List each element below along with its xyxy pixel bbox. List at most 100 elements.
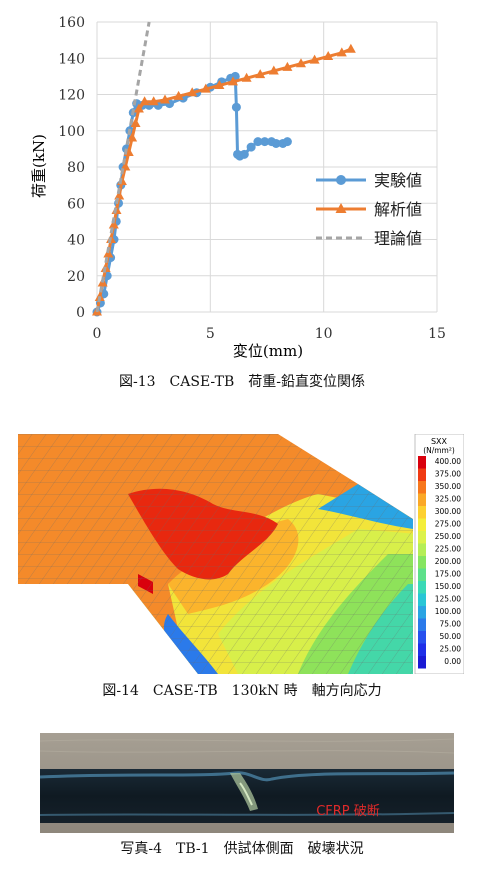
legend-label: 理論値: [374, 229, 422, 248]
legend-color-swatch: [418, 518, 426, 531]
data-point: [200, 83, 211, 93]
y-tick-label: 0: [76, 305, 85, 321]
y-axis-label: 荷重(kN): [30, 134, 48, 198]
legend-level-label: 125.00: [435, 595, 461, 604]
data-point: [173, 90, 184, 100]
legend-color-swatch: [418, 493, 426, 506]
legend-label: 実験値: [374, 171, 422, 190]
legend-level-label: 325.00: [435, 495, 461, 504]
data-point: [114, 190, 125, 200]
data-point: [139, 96, 150, 106]
data-point: [214, 79, 225, 89]
data-point: [282, 137, 292, 147]
legend-level-label: 300.00: [435, 507, 461, 516]
y-tick-label: 100: [58, 124, 85, 140]
data-point: [268, 65, 279, 75]
data-point: [160, 94, 170, 104]
data-point: [309, 54, 320, 64]
y-tick-label: 120: [58, 88, 85, 104]
x-tick-label: 15: [428, 326, 446, 342]
legend-level-label: 100.00: [435, 607, 461, 616]
photo-4-caption: 写真-4 TB-1 供試体側面 破壊状況: [120, 841, 364, 857]
data-point: [336, 47, 347, 57]
legend-level-label: 250.00: [435, 532, 461, 541]
figure-13-caption: 図-13 CASE-TB 荷重-鉛直変位関係: [118, 374, 366, 390]
legend-color-swatch: [418, 643, 426, 656]
legend-color-swatch: [418, 506, 426, 519]
legend-color-swatch: [418, 618, 426, 631]
data-point: [127, 132, 138, 142]
legend-color-swatch: [418, 656, 426, 669]
data-point: [282, 61, 293, 71]
cfrp-rupture-label: CFRP 破断: [316, 804, 380, 819]
legend-color-swatch: [418, 606, 426, 619]
data-point: [345, 43, 356, 53]
legend-level-label: 275.00: [435, 520, 461, 529]
data-point: [120, 161, 131, 171]
data-point: [148, 96, 159, 106]
stress-legend: SXX (N/mm²) 400.00 375.00 350.00 325.00 300.…: [414, 434, 464, 674]
chart-tick-labels: 0 20 40 60 80 100 120 140 160 0 5 10 15: [58, 15, 446, 342]
data-point: [323, 50, 334, 60]
legend-level-label: 225.00: [435, 545, 461, 554]
legend-level-label: 150.00: [435, 582, 461, 591]
fem-model: [18, 434, 413, 674]
legend-level-label: 200.00: [435, 557, 461, 566]
chart-series-layer: [92, 21, 356, 317]
y-tick-label: 40: [67, 233, 85, 249]
data-point: [260, 137, 270, 147]
legend-title: SXX: [431, 437, 448, 446]
data-point: [228, 76, 238, 86]
legend-unit: (N/mm²): [423, 446, 455, 455]
series-line: [95, 21, 151, 313]
legend-level-label: 0.00: [444, 657, 461, 666]
stress-contour-figure: SXX (N/mm²) 400.00 375.00 350.00 325.00 300.…: [18, 434, 464, 674]
legend-label: 解析値: [374, 200, 422, 219]
legend-color-swatch: [418, 581, 426, 594]
x-tick-label: 5: [206, 326, 215, 342]
data-point: [296, 58, 306, 68]
data-point: [246, 142, 256, 152]
failure-photo: CFRP 破断: [40, 733, 454, 833]
legend-color-swatch: [418, 468, 426, 481]
data-point: [133, 103, 144, 113]
legend-color-swatch: [418, 556, 426, 569]
x-tick-label: 0: [93, 326, 102, 342]
y-tick-label: 60: [67, 196, 85, 212]
legend-color-swatch: [418, 481, 426, 494]
legend-level-label: 350.00: [435, 482, 461, 491]
x-tick-label: 10: [315, 326, 333, 342]
legend-color-swatch: [418, 543, 426, 556]
data-point: [271, 138, 281, 148]
legend-level-label: 25.00: [440, 645, 462, 654]
series-3: [95, 21, 151, 313]
legend-color-swatch: [418, 593, 426, 606]
legend-marker: [336, 175, 346, 185]
data-point: [187, 87, 198, 97]
series-1: [92, 71, 292, 317]
figure-14-caption: 図-14 CASE-TB 130kN 時 軸方向応力: [102, 683, 382, 699]
legend-level-label: 375.00: [435, 470, 461, 479]
y-tick-label: 160: [58, 15, 85, 31]
data-point: [108, 219, 119, 229]
legend-level-label: 400.00: [435, 457, 461, 466]
data-point: [239, 149, 249, 159]
legend-level-label: 75.00: [440, 620, 462, 629]
legend-marker: [335, 203, 347, 213]
data-point: [130, 118, 141, 127]
chart-grid: [96, 21, 438, 313]
data-point: [241, 72, 252, 82]
data-point: [231, 102, 241, 112]
legend-color-swatch: [418, 631, 426, 644]
load-displacement-chart: 0 20 40 60 80 100 120 140 160 0 5 10 15 変位(mm) 荷重(kN…: [30, 15, 446, 360]
data-point: [253, 137, 263, 147]
legend-level-label: 50.00: [440, 632, 462, 641]
y-tick-label: 140: [58, 51, 85, 67]
series-line: [95, 74, 288, 313]
y-tick-label: 20: [67, 269, 85, 285]
legend-color-swatch: [418, 568, 426, 581]
data-point: [255, 69, 266, 79]
x-axis-label: 変位(mm): [233, 342, 303, 360]
y-tick-label: 80: [67, 160, 85, 176]
